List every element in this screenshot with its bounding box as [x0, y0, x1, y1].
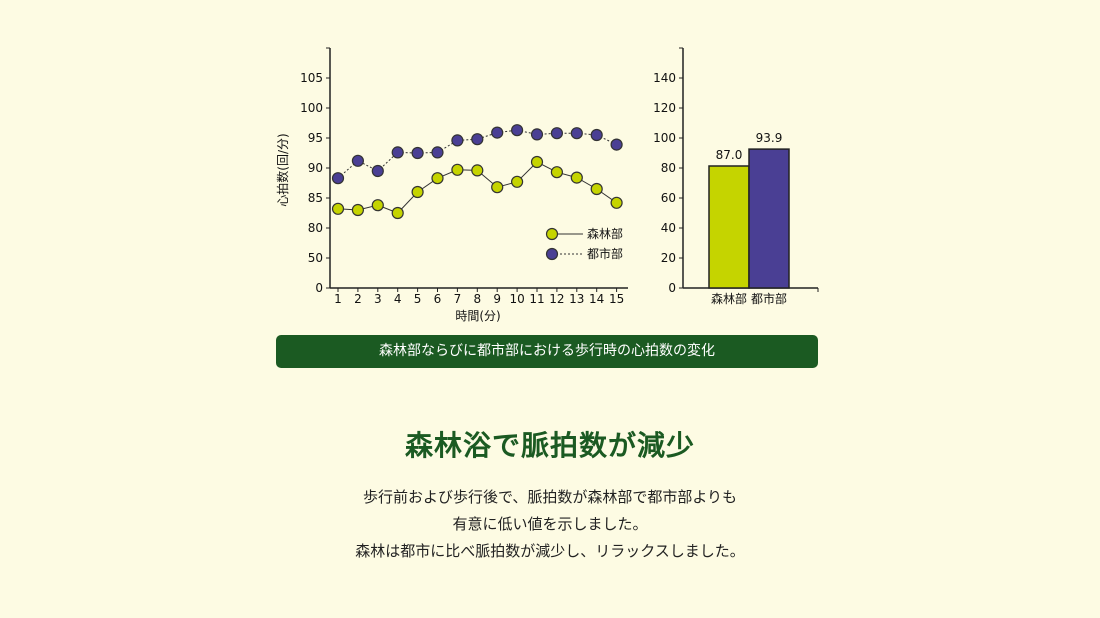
- data-point: [351, 203, 364, 217]
- body-line: 歩行前および歩行後で、脈拍数が森林部で都市部よりも: [362, 488, 738, 506]
- data-point: [331, 172, 345, 185]
- x-tick-label: 3: [374, 292, 382, 306]
- data-point: [550, 127, 564, 140]
- bar-chart-y-ticks: 0 20 40 60 80 100 120 140: [653, 47, 683, 295]
- y-tick-label: 90: [308, 161, 323, 175]
- line-chart-x-ticks: 1 2 3 4 5 6 7 8 9 10 11 12 13 14 15: [334, 288, 624, 306]
- data-point: [451, 163, 464, 176]
- y-tick-label: 0: [668, 281, 676, 295]
- x-tick-label: 13: [569, 292, 584, 306]
- data-point: [590, 128, 603, 142]
- x-tick-label: 8: [473, 292, 481, 306]
- body-text: 歩行前および歩行後で、脈拍数が森林部で都市部よりも 有意に低い値を示しました。 …: [0, 484, 1100, 565]
- bar-category-label: 森林部: [711, 291, 747, 306]
- x-tick-label: 6: [434, 292, 442, 306]
- x-tick-label: 14: [589, 292, 604, 306]
- data-point: [351, 154, 364, 167]
- x-tick-label: 9: [493, 292, 501, 306]
- data-point: [411, 185, 424, 199]
- data-point: [391, 146, 404, 159]
- data-point: [610, 138, 623, 151]
- data-point: [331, 202, 345, 215]
- bar: [708, 165, 750, 289]
- data-point: [550, 166, 564, 179]
- bar: [748, 148, 790, 289]
- line-chart-series: [331, 124, 623, 220]
- data-point: [590, 182, 603, 196]
- x-tick-label: 7: [454, 292, 462, 306]
- data-point: [391, 206, 404, 220]
- x-tick-label: 10: [509, 292, 524, 306]
- bar-value-label: 93.9: [756, 131, 783, 145]
- y-tick-label: 50: [308, 251, 323, 265]
- x-tick-label: 1: [334, 292, 342, 306]
- data-point: [371, 199, 384, 212]
- y-tick-label: 60: [661, 191, 676, 205]
- headline: 森林浴で脈拍数が減少: [404, 429, 695, 462]
- bar-chart-bars: 87.0 森林部 93.9 都市部: [708, 131, 790, 306]
- y-tick-label: 120: [653, 101, 676, 115]
- data-point: [510, 175, 524, 188]
- line-chart-legend: 森林部 都市部: [545, 226, 623, 261]
- data-point: [431, 146, 444, 159]
- y-tick-label: 40: [661, 221, 676, 235]
- body-line: 森林は都市に比べ脈拍数が減少し、リラックスしました。: [355, 542, 745, 560]
- data-point: [530, 128, 544, 141]
- legend-label-forest: 森林部: [587, 226, 623, 241]
- data-point: [471, 133, 484, 146]
- x-tick-label: 11: [529, 292, 544, 306]
- y-tick-label: 140: [653, 71, 676, 85]
- data-point: [371, 164, 384, 178]
- x-tick-label: 5: [414, 292, 422, 306]
- data-point: [610, 196, 623, 209]
- y-tick-label: 85: [308, 191, 323, 205]
- data-point: [570, 127, 583, 140]
- x-axis-label: 時間(分): [455, 309, 500, 323]
- x-tick-label: 4: [394, 292, 402, 306]
- legend-label-urban: 都市部: [587, 246, 623, 261]
- data-point: [510, 124, 524, 137]
- data-point: [411, 146, 424, 160]
- series-line: [337, 129, 617, 179]
- bar-value-label: 87.0: [716, 148, 743, 162]
- y-tick-label: 20: [661, 251, 676, 265]
- x-tick-label: 15: [609, 292, 624, 306]
- data-point: [570, 171, 583, 184]
- y-tick-label: 100: [300, 101, 323, 115]
- data-point: [491, 126, 504, 139]
- legend-marker-forest: [545, 227, 559, 241]
- x-tick-label: 12: [549, 292, 564, 306]
- chart-caption: 森林部ならびに都市部における歩行時の心拍数の変化: [276, 335, 818, 368]
- data-point: [530, 155, 544, 169]
- legend-marker-urban: [545, 247, 559, 261]
- y-tick-label: 105: [300, 71, 323, 85]
- data-point: [471, 164, 484, 177]
- line-chart-y-ticks: 0 50 80 85 90 95 100 105: [300, 47, 330, 295]
- data-point: [431, 172, 444, 185]
- bar-category-label: 都市部: [751, 291, 787, 306]
- body-line: 有意に低い値を示しました。: [452, 515, 648, 533]
- x-tick-label: 2: [354, 292, 362, 306]
- y-tick-label: 0: [315, 281, 323, 295]
- y-tick-label: 80: [661, 161, 676, 175]
- y-tick-label: 95: [308, 131, 323, 145]
- y-axis-label: 心拍数(回/分): [275, 133, 290, 206]
- y-tick-label: 80: [308, 221, 323, 235]
- y-tick-label: 100: [653, 131, 676, 145]
- bar-chart: 0 20 40 60 80 100 120 140 87.0 森林部 93.9 都市部: [653, 47, 819, 306]
- data-point: [451, 134, 464, 147]
- data-point: [491, 181, 504, 194]
